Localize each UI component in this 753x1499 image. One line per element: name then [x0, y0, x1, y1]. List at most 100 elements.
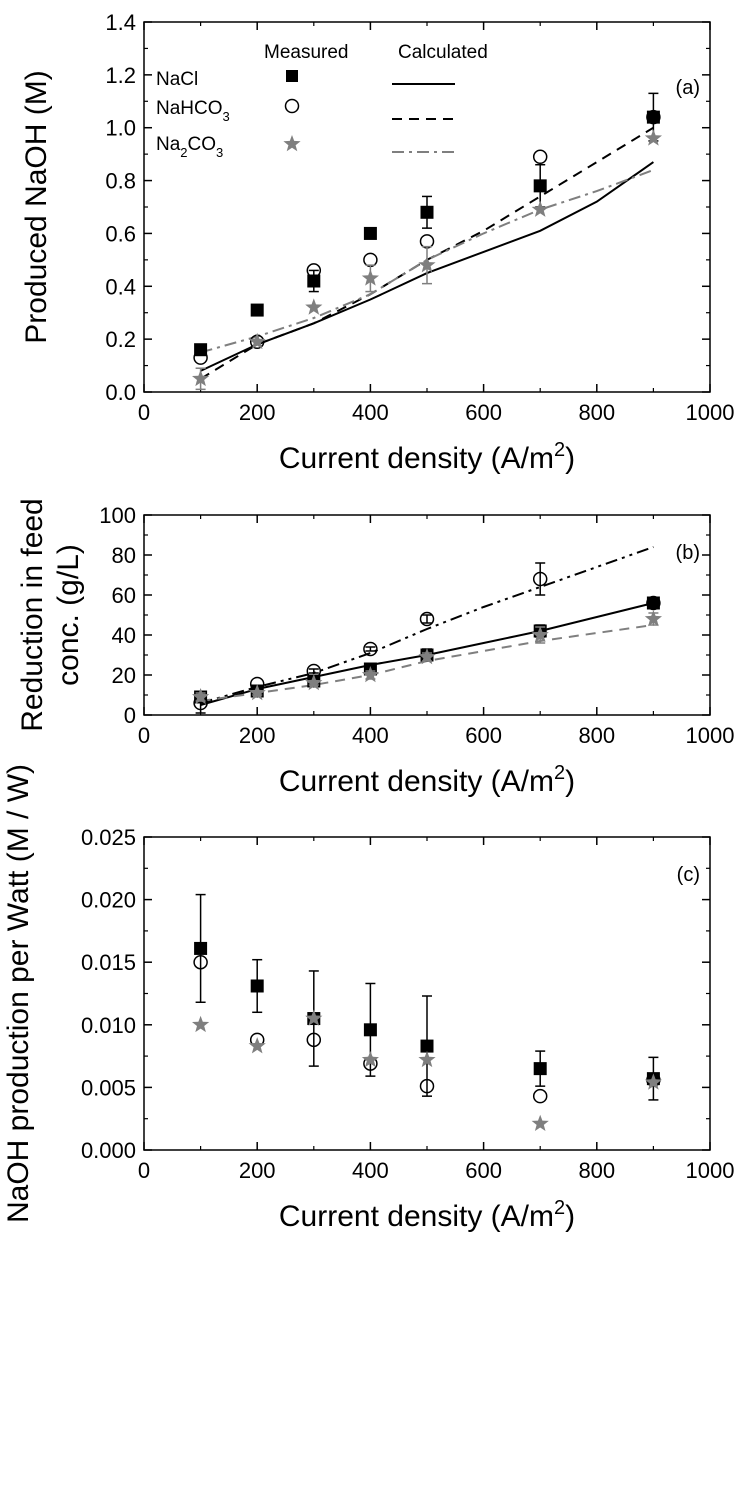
x-tick-label: 400	[352, 400, 389, 425]
x-tick-label: 800	[578, 1158, 615, 1183]
legend-na2co3-label: Na2CO3	[156, 134, 223, 160]
point-na2co3	[248, 684, 266, 701]
point-nacl	[646, 110, 660, 124]
legend-measured-header: Measured	[264, 42, 349, 63]
y-tick-label: 0.000	[81, 1138, 136, 1163]
y-axis-title: NaOH production per Watt (M / W)	[2, 764, 35, 1223]
y-tick-label: 0.8	[105, 169, 136, 194]
point-na2co3	[418, 256, 436, 273]
x-tick-label: 0	[138, 400, 150, 425]
y-tick-label: 20	[112, 663, 136, 688]
point-nahco3	[532, 571, 548, 587]
legend-nacl-label: NaCl	[156, 69, 198, 90]
y-tick-label: 1.2	[105, 63, 136, 88]
y-tick-label: 0.6	[105, 221, 136, 246]
y-tick-label: 0.0	[105, 380, 136, 405]
point-na2co3	[644, 610, 662, 627]
y-tick-label: 0.005	[81, 1075, 136, 1100]
point-nahco3	[363, 641, 378, 657]
point-nacl	[363, 226, 377, 240]
x-tick-label: 1000	[686, 723, 735, 748]
point-nacl	[194, 941, 208, 955]
x-tick-label: 200	[239, 1158, 276, 1183]
y-axis-title-line2: conc. (g/L)	[52, 544, 85, 686]
y-tick-label: 100	[99, 503, 136, 528]
point-nahco3	[532, 149, 548, 165]
x-tick-label: 400	[352, 1158, 389, 1183]
plots: 0 200 400 600 800 10000.00.20.40.60.81.01.21.…	[2, 10, 734, 1233]
point-na2co3	[248, 332, 266, 350]
point-na2co3	[361, 1050, 379, 1068]
point-nahco3	[419, 611, 435, 627]
y-tick-label: 0.010	[81, 1013, 136, 1038]
point-nacl	[420, 1039, 434, 1053]
point-nahco3	[193, 954, 208, 970]
x-tick-label: 0	[138, 1158, 150, 1183]
legend-na2co3-na: Na	[156, 134, 181, 155]
y-tick-label: 0	[124, 703, 136, 728]
plot-frame	[143, 836, 711, 1151]
legend-a: Measured Calculated NaCl NaHCO3 Na2CO3	[156, 42, 488, 160]
point-nacl	[363, 1023, 377, 1037]
panel-label: (b)	[676, 542, 700, 564]
y-tick-label: 80	[112, 543, 136, 568]
point-nacl	[194, 343, 208, 357]
x-tick-label: 1000	[686, 1158, 735, 1183]
point-nahco3	[646, 595, 661, 611]
legend-nacl-marker	[286, 70, 298, 82]
legend-nahco3-sub: 3	[223, 109, 230, 124]
calc-line-nahco3	[200, 546, 654, 704]
y-tick-label: 0.025	[81, 825, 136, 850]
x-tick-label: 1000	[686, 400, 735, 425]
point-nacl	[420, 205, 434, 219]
legend-na2co3-sub3: 3	[216, 145, 223, 160]
x-tick-label: 800	[578, 400, 615, 425]
panel-label: (a)	[676, 77, 700, 99]
y-tick-label: 0.2	[105, 327, 136, 352]
point-na2co3	[531, 1114, 549, 1131]
point-nahco3	[646, 109, 661, 125]
x-axis-title: Current density (A/m2)	[279, 762, 575, 798]
point-na2co3	[305, 298, 323, 315]
legend-calculated-header: Calculated	[398, 42, 488, 63]
point-nahco3	[306, 1032, 322, 1048]
legend-nahco3-label: NaHCO3	[156, 98, 230, 124]
legend-na2co3-sub2: 2	[180, 145, 187, 160]
x-tick-label: 200	[239, 400, 276, 425]
x-tick-label: 600	[465, 400, 502, 425]
point-na2co3	[248, 1037, 266, 1054]
panel-c: 0 200 400 600 800 1000 0.000 0.005 0.010 0.015 0.0…	[2, 764, 734, 1233]
legend-nahco3-main: NaHCO	[156, 98, 223, 119]
point-nahco3	[193, 350, 208, 365]
calc-line-na2co3	[200, 169, 654, 354]
point-na2co3	[192, 688, 210, 705]
x-tick-label: 600	[465, 723, 502, 748]
panel-a: 0 200 400 600 800 1000 0.0 0.2 0.4 0.6 0.8 1.0 1.2 1.…	[20, 10, 734, 475]
point-na2co3	[361, 666, 379, 683]
legend-nahco3-marker	[284, 98, 300, 114]
y-axis-title-line1: Reduction in feed	[16, 498, 49, 732]
point-na2co3	[418, 1050, 436, 1068]
legend-na2co3-marker	[283, 135, 301, 152]
y-tick-label: 0.020	[81, 888, 136, 913]
x-axis-title: Current density (A/m2)	[279, 439, 575, 475]
panel-b: 0 200 400 600 800 1000 0 20 40 60 80 100 Current den…	[16, 498, 734, 798]
x-tick-label: 800	[578, 723, 615, 748]
x-tick-label: 600	[465, 1158, 502, 1183]
point-nacl	[250, 303, 264, 317]
point-nacl	[646, 596, 660, 610]
point-nacl	[250, 979, 264, 993]
y-tick-label: 60	[112, 583, 136, 608]
x-tick-label: 200	[239, 723, 276, 748]
point-nacl	[533, 1062, 547, 1076]
x-tick-label: 0	[138, 723, 150, 748]
point-na2co3	[644, 129, 662, 146]
y-tick-label: 1.0	[105, 116, 136, 141]
point-nahco3	[419, 1078, 435, 1094]
point-na2co3	[531, 200, 549, 217]
x-axis-title: Current density (A/m2)	[279, 1197, 575, 1233]
y-tick-label: 0.4	[105, 274, 136, 299]
point-na2co3	[305, 674, 323, 691]
